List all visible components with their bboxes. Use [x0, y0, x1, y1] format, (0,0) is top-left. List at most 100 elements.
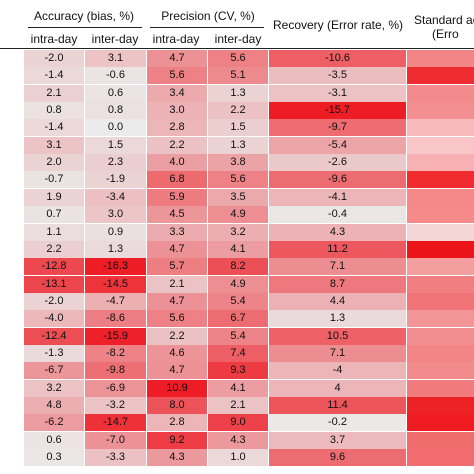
cell-standard-addition [407, 50, 474, 67]
cell-recovery: 8.7 [269, 276, 406, 293]
cell-accuracy-intra-day: 4.8 [24, 397, 84, 414]
cell-recovery: 11.2 [269, 241, 406, 258]
cell-accuracy-inter-day: -9.8 [85, 362, 146, 379]
cell-accuracy-intra-day: 1.1 [24, 224, 84, 241]
cell-standard-addition [407, 310, 474, 327]
cell-accuracy-intra-day: 0.7 [24, 206, 84, 223]
header-standard-line1: Standard ad [414, 13, 474, 27]
header-standard-line2: (Erro [432, 27, 459, 41]
cell-recovery: 4.4 [269, 293, 406, 310]
cell-accuracy-intra-day: -6.2 [24, 414, 84, 431]
cell-accuracy-inter-day: -3.2 [85, 397, 146, 414]
header-bottom-rule [0, 48, 474, 49]
cell-precision-inter-day: 4.3 [208, 432, 268, 449]
cell-standard-addition [407, 380, 474, 397]
cell-standard-addition [407, 449, 474, 466]
cell-precision-inter-day: 3.5 [208, 189, 268, 206]
cell-accuracy-intra-day: -0.7 [24, 171, 84, 188]
cell-accuracy-inter-day: 3.1 [85, 50, 146, 67]
cell-accuracy-intra-day: -2.0 [24, 50, 84, 67]
cell-recovery: -0.2 [269, 414, 406, 431]
cell-accuracy-inter-day: -1.9 [85, 171, 146, 188]
cell-precision-intra-day: 5.6 [147, 67, 207, 84]
cell-recovery: 9.6 [269, 449, 406, 466]
cell-accuracy-intra-day: -2.0 [24, 293, 84, 310]
header-underline-accuracy [28, 27, 142, 28]
cell-precision-inter-day: 5.4 [208, 293, 268, 310]
cell-accuracy-intra-day: -4.0 [24, 310, 84, 327]
cell-accuracy-intra-day: -1.4 [24, 67, 84, 84]
subheader-intra-day-accuracy: intra-day [30, 32, 78, 46]
cell-precision-intra-day: 10.9 [147, 380, 207, 397]
cell-standard-addition [407, 241, 474, 258]
cell-precision-intra-day: 6.8 [147, 171, 207, 188]
cell-standard-addition [407, 276, 474, 293]
cell-precision-intra-day: 4.7 [147, 362, 207, 379]
cell-precision-intra-day: 5.6 [147, 310, 207, 327]
cell-recovery: -5.4 [269, 137, 406, 154]
cell-accuracy-inter-day: -16.3 [85, 258, 146, 275]
cell-accuracy-inter-day: -6.9 [85, 380, 146, 397]
cell-precision-intra-day: 2.2 [147, 137, 207, 154]
cell-recovery: -9.6 [269, 171, 406, 188]
cell-precision-intra-day: 3.3 [147, 224, 207, 241]
cell-accuracy-inter-day: 1.3 [85, 241, 146, 258]
cell-precision-intra-day: 3.0 [147, 102, 207, 119]
cell-precision-inter-day: 2.1 [208, 397, 268, 414]
cell-precision-intra-day: 4.6 [147, 345, 207, 362]
cell-accuracy-inter-day: -4.7 [85, 293, 146, 310]
cell-precision-intra-day: 8.0 [147, 397, 207, 414]
cell-precision-inter-day: 4.1 [208, 380, 268, 397]
cell-precision-inter-day: 1.3 [208, 137, 268, 154]
cell-standard-addition [407, 414, 474, 431]
cell-recovery: -3.1 [269, 85, 406, 102]
cell-accuracy-inter-day: 1.5 [85, 137, 146, 154]
cell-standard-addition [407, 154, 474, 171]
cell-precision-inter-day: 4.1 [208, 241, 268, 258]
cell-accuracy-inter-day: 0.8 [85, 102, 146, 119]
cell-accuracy-intra-day: 2.1 [24, 85, 84, 102]
cell-accuracy-inter-day: -15.9 [85, 328, 146, 345]
cell-precision-intra-day: 2.1 [147, 276, 207, 293]
cell-precision-inter-day: 3.2 [208, 224, 268, 241]
cell-precision-inter-day: 5.1 [208, 67, 268, 84]
cell-accuracy-inter-day: -14.5 [85, 276, 146, 293]
header-accuracy-group: Accuracy (bias, %) [33, 9, 135, 23]
cell-precision-inter-day: 9.0 [208, 414, 268, 431]
cell-accuracy-inter-day: 0.9 [85, 224, 146, 241]
cell-precision-inter-day: 4.9 [208, 276, 268, 293]
cell-precision-intra-day: 2.8 [147, 414, 207, 431]
cell-accuracy-inter-day: 0.6 [85, 85, 146, 102]
cell-precision-intra-day: 9.2 [147, 432, 207, 449]
cell-standard-addition [407, 119, 474, 136]
cell-standard-addition [407, 67, 474, 84]
subheader-intra-day-precision: intra-day [152, 32, 200, 46]
cell-recovery: 4.3 [269, 224, 406, 241]
cell-accuracy-intra-day: 3.2 [24, 380, 84, 397]
cell-standard-addition [407, 189, 474, 206]
cell-accuracy-intra-day: 2.0 [24, 154, 84, 171]
cell-recovery: 11.4 [269, 397, 406, 414]
cell-recovery: -3.5 [269, 67, 406, 84]
cell-precision-intra-day: 3.4 [147, 85, 207, 102]
cell-accuracy-intra-day: 3.1 [24, 137, 84, 154]
cell-precision-inter-day: 4.9 [208, 206, 268, 223]
cell-accuracy-intra-day: 2.2 [24, 241, 84, 258]
cell-standard-addition [407, 224, 474, 241]
cell-accuracy-intra-day: 0.3 [24, 449, 84, 466]
cell-accuracy-intra-day: -6.7 [24, 362, 84, 379]
cell-precision-inter-day: 3.8 [208, 154, 268, 171]
cell-accuracy-intra-day: 0.6 [24, 432, 84, 449]
cell-precision-inter-day: 5.6 [208, 50, 268, 67]
cell-accuracy-intra-day: -1.3 [24, 345, 84, 362]
cell-precision-intra-day: 5.7 [147, 258, 207, 275]
cell-precision-inter-day: 1.0 [208, 449, 268, 466]
cell-recovery: 1.3 [269, 310, 406, 327]
cell-accuracy-inter-day: -8.2 [85, 345, 146, 362]
cell-accuracy-intra-day: -13.1 [24, 276, 84, 293]
cell-precision-inter-day: 8.2 [208, 258, 268, 275]
cell-accuracy-inter-day: 2.3 [85, 154, 146, 171]
cell-accuracy-inter-day: -8.6 [85, 310, 146, 327]
cell-standard-addition [407, 258, 474, 275]
